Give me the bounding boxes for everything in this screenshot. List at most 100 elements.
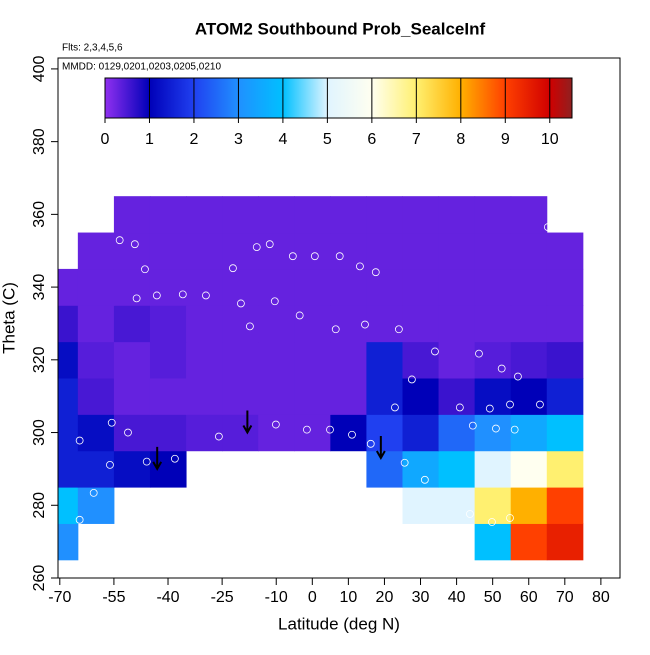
heat-cell <box>366 378 403 415</box>
flight-point <box>391 403 399 412</box>
heat-cell <box>474 196 512 234</box>
heat-cell <box>58 378 79 415</box>
flight-point <box>510 425 519 434</box>
heat-cell <box>366 268 403 306</box>
heat-cell <box>294 305 331 343</box>
flight-point <box>252 243 261 251</box>
heat-cell <box>77 268 115 306</box>
heat-cell <box>402 487 440 524</box>
heat-cell <box>330 378 367 415</box>
heat-cell <box>510 487 548 524</box>
flight-point <box>506 514 514 522</box>
colorbar-tick-label: 10 <box>541 131 559 148</box>
heat-cell <box>510 232 548 270</box>
flight-point <box>506 400 514 409</box>
colorbar-tick-label: 5 <box>323 131 332 148</box>
x-tick-label: 10 <box>339 589 357 606</box>
heat-cell <box>149 305 187 343</box>
heat-cell <box>474 305 512 343</box>
flight-point <box>492 424 500 433</box>
heat-cell <box>366 232 403 270</box>
colorbar-tick-label: 4 <box>278 131 287 148</box>
heat-cell <box>546 523 584 561</box>
flight-point <box>141 265 149 274</box>
colorbar <box>104 77 573 119</box>
y-tick-label: 320 <box>31 346 48 373</box>
heat-cell <box>113 305 151 343</box>
heat-cell <box>222 232 259 270</box>
flight-point <box>201 291 210 300</box>
flight-point <box>271 420 280 429</box>
y-tick-label: 280 <box>31 492 48 519</box>
flight-point <box>431 347 439 356</box>
y-tick-label: 260 <box>31 565 48 592</box>
heat-cell <box>58 450 79 488</box>
flight-point <box>326 425 334 434</box>
heat-cell <box>330 268 367 306</box>
heat-cell <box>546 305 584 343</box>
x-tick-label: 20 <box>376 589 394 606</box>
y-tick-label: 300 <box>31 419 48 446</box>
flight-point <box>124 428 132 437</box>
heat-cell <box>510 196 548 234</box>
heat-cell <box>58 523 79 561</box>
flight-point <box>400 458 409 467</box>
heat-cell <box>546 232 584 270</box>
flight-point <box>331 325 340 334</box>
y-tick-label: 400 <box>31 55 48 82</box>
heat-cell <box>402 305 440 343</box>
flight-point <box>75 436 84 445</box>
heat-cell <box>438 305 476 343</box>
heat-cell <box>402 414 440 452</box>
heat-cell <box>149 268 187 306</box>
flight-point <box>361 320 369 329</box>
heat-cell <box>77 450 115 488</box>
heat-cell <box>546 414 584 452</box>
flight-point <box>356 262 364 271</box>
flight-point <box>265 240 274 249</box>
heat-cell <box>330 196 367 234</box>
heat-cell <box>258 378 295 415</box>
heat-cell <box>510 341 548 379</box>
heat-cell <box>438 414 476 452</box>
flight-point <box>107 418 116 427</box>
heat-cell <box>222 196 259 234</box>
heat-cell <box>438 487 476 524</box>
heat-cell <box>402 450 440 488</box>
x-tick-label: 70 <box>556 589 574 606</box>
flight-point <box>543 223 552 231</box>
heat-cell <box>113 232 151 270</box>
heat-cell <box>546 487 584 524</box>
x-tick-label: 50 <box>484 589 502 606</box>
heat-cell <box>294 196 331 234</box>
x-tick-label: 30 <box>412 589 430 606</box>
colorbar-tick-label: 1 <box>145 131 154 148</box>
flight-point <box>106 461 114 469</box>
heat-cell <box>77 305 115 343</box>
heat-cell <box>58 487 79 524</box>
x-axis-label: Latitude (deg N) <box>278 614 400 633</box>
heat-cell <box>510 378 548 415</box>
heat-cell <box>366 450 403 488</box>
colorbar-tick-label: 2 <box>189 131 198 148</box>
flight-point <box>302 425 311 434</box>
heat-cell <box>258 305 295 343</box>
heat-cell <box>77 341 115 379</box>
heat-cell <box>186 378 223 415</box>
heat-cell <box>149 378 187 415</box>
heat-cell <box>113 414 151 452</box>
heat-cell <box>546 341 584 379</box>
heat-cell <box>113 268 151 306</box>
x-tick-label: -25 <box>211 589 234 606</box>
heat-cell <box>510 523 548 561</box>
colorbar-tick-label: 6 <box>367 131 376 148</box>
flight-point <box>214 432 223 441</box>
heat-cell <box>77 487 115 524</box>
heat-cell <box>438 341 476 379</box>
heat-cell <box>294 378 331 415</box>
heat-cell <box>402 268 440 306</box>
x-tick-label: -55 <box>102 589 125 606</box>
heat-cell <box>474 450 512 488</box>
heat-cell <box>474 341 512 379</box>
heat-cell <box>149 341 187 379</box>
